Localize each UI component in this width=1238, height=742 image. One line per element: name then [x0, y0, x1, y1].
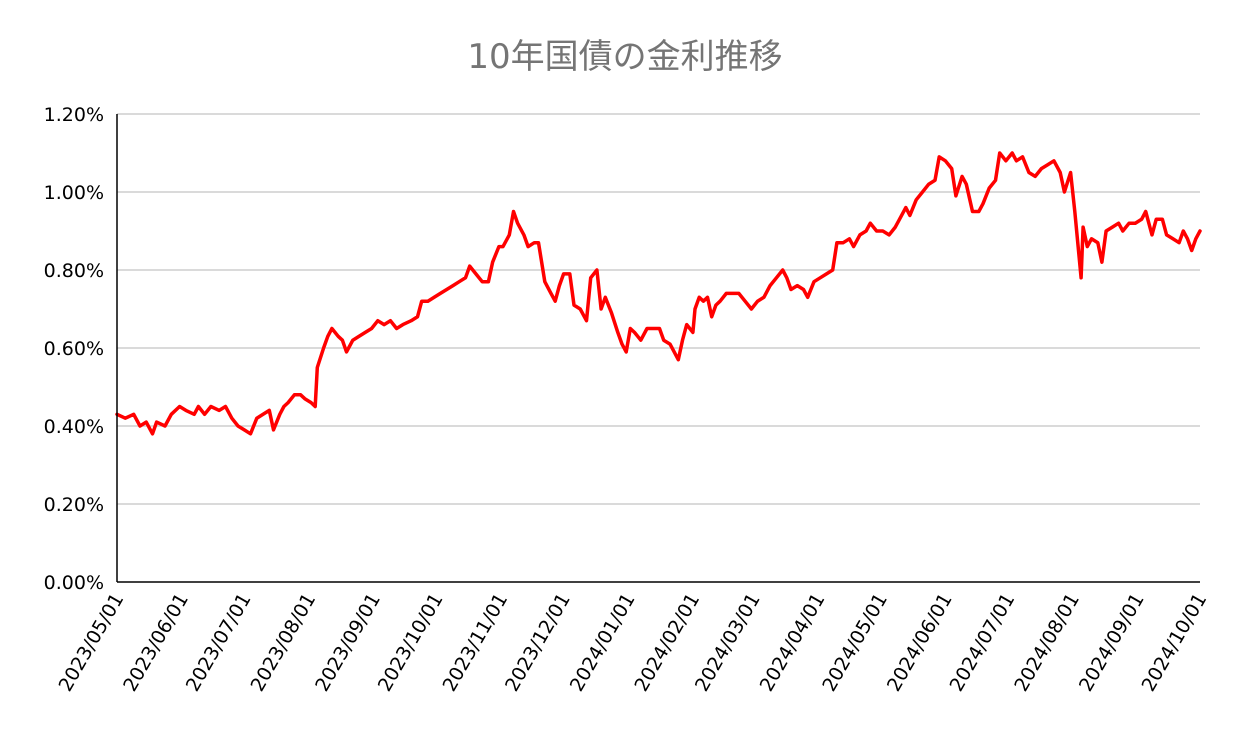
x-tick-label: 2024/06/01	[883, 589, 957, 695]
x-tick-label: 2023/05/01	[55, 590, 129, 696]
x-tick-label: 2024/09/01	[1075, 590, 1149, 696]
y-tick-label: 1.20%	[44, 104, 104, 126]
x-axis-ticks: 2023/05/012023/06/012023/07/012023/08/01…	[55, 589, 1212, 695]
chart-title: 10年国債の金利推移	[467, 37, 782, 77]
y-tick-label: 0.00%	[44, 572, 104, 594]
series-layer	[115, 151, 1202, 436]
x-tick-label: 2024/01/01	[566, 590, 640, 696]
x-tick-label: 2024/07/01	[946, 590, 1020, 696]
y-tick-label: 1.00%	[44, 182, 104, 204]
x-tick-label: 2023/06/01	[119, 590, 193, 696]
x-tick-label: 2024/03/01	[691, 590, 765, 696]
gridlines	[117, 113, 1200, 505]
x-tick-label: 2023/12/01	[501, 590, 575, 696]
x-tick-label: 2023/08/01	[246, 590, 320, 696]
x-tick-label: 2023/07/01	[182, 590, 256, 696]
series-line	[115, 151, 1202, 436]
x-tick-label: 2024/04/01	[756, 590, 830, 696]
x-tick-label: 2023/10/01	[374, 590, 448, 696]
y-tick-label: 0.60%	[44, 338, 104, 360]
x-tick-label: 2023/09/01	[311, 590, 385, 696]
x-tick-label: 2024/08/01	[1010, 590, 1084, 696]
y-tick-label: 0.80%	[44, 260, 104, 282]
x-tick-label: 2023/11/01	[438, 590, 512, 696]
x-tick-label: 2024/10/01	[1138, 590, 1212, 696]
y-tick-label: 0.40%	[44, 416, 104, 438]
y-tick-label: 0.20%	[44, 494, 104, 516]
y-axis-ticks: 0.00% 0.20% 0.40% 0.60% 0.80% 1.00% 1.20%	[44, 104, 104, 594]
x-tick-label: 2024/05/01	[818, 590, 892, 696]
